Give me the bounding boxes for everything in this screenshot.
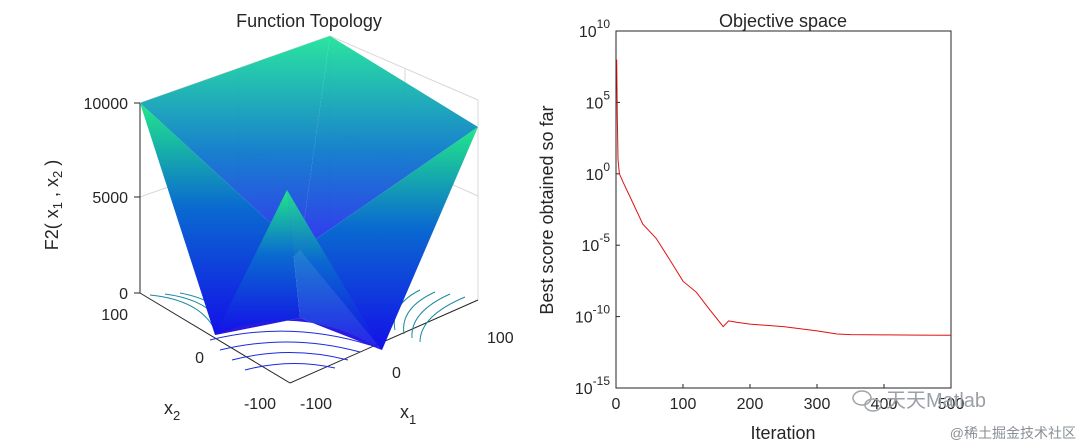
- series-line: [616, 59, 952, 336]
- x1-axis-label: x1: [400, 402, 416, 427]
- y-axis-label: Best score obtained so far: [537, 105, 557, 314]
- wechat-icon: [852, 390, 882, 412]
- y-tick-label: 10-10: [575, 303, 610, 327]
- y-tick-label: 1010: [579, 17, 610, 41]
- x-tick-label: 100: [670, 396, 697, 413]
- chart-title: Objective space: [719, 11, 847, 31]
- x1-tick-0: 0: [392, 365, 401, 382]
- z-tick-0: 0: [119, 286, 128, 303]
- x-ticks: 0 100 200 300 400 500: [612, 384, 965, 413]
- x-axis-label: Iteration: [750, 423, 815, 443]
- x1-tick-100: 100: [487, 330, 514, 347]
- watermark: 天天Matlab @稀土掘金技术社区: [852, 390, 1076, 441]
- y-tick-label: 105: [586, 88, 611, 112]
- x2-axis-label: x2: [164, 398, 180, 423]
- x2-tick-100: 100: [101, 307, 128, 324]
- x-tick-label: 300: [804, 396, 831, 413]
- plot-frame: [615, 30, 952, 389]
- x-tick-label: 0: [612, 396, 621, 413]
- surface-back-left: [140, 36, 330, 250]
- x-tick-label: 200: [737, 396, 764, 413]
- surface-trough: [215, 318, 382, 350]
- x2-tick-0: 0: [195, 350, 204, 367]
- objective-chart: Objective space 1010 105 100 10-5 10-10 10-15…: [537, 11, 964, 443]
- x1-tick-neg100: -100: [300, 396, 332, 413]
- y-tick-label: 10-15: [575, 374, 610, 398]
- surface-plot: Function Topology: [42, 11, 514, 427]
- z-tick-5000: 5000: [92, 190, 128, 207]
- watermark-main: 天天Matlab: [886, 390, 986, 412]
- surface-back-right: [300, 36, 478, 250]
- left-title: Function Topology: [236, 11, 382, 31]
- svg-text:F2( x1 , x2 ): F2( x1 , x2 ): [42, 160, 65, 251]
- z-axis-label: F2( x1 , x2 ): [42, 160, 65, 251]
- surface-front-left: [215, 190, 300, 335]
- surface-front-right: [287, 190, 382, 350]
- x-tick-label: 500: [938, 396, 965, 413]
- y-ticks: 1010 105 100 10-5 10-10 10-15: [575, 17, 620, 398]
- watermark-sub: @稀土掘金技术社区: [950, 425, 1076, 441]
- y-tick-label: 10-5: [582, 231, 611, 255]
- x2-tick-neg100: -100: [244, 396, 276, 413]
- z-tick-10000: 10000: [84, 96, 129, 113]
- surface: [140, 36, 478, 350]
- y-tick-label: 100: [586, 160, 611, 184]
